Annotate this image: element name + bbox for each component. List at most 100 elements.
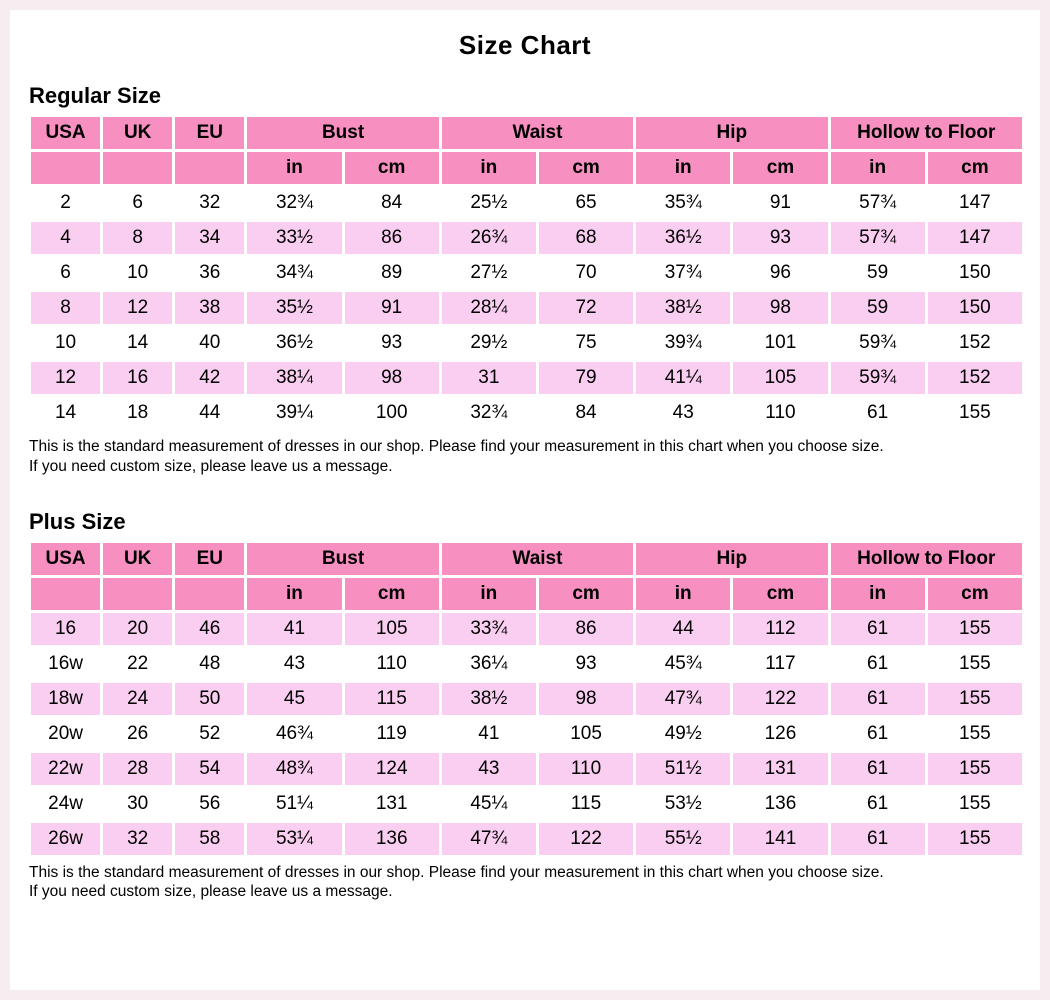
table-cell: 27½: [441, 257, 536, 289]
table-cell: 57¾: [830, 222, 925, 254]
plus-size-table-head: USA UK EU Bust Waist Hip Hollow to Floor in cm in…: [31, 542, 1022, 610]
table-row: 16w 22 48 43 110 36¼ 93 45¾ 117 61 155: [31, 647, 1022, 680]
table-cell: 122: [538, 822, 634, 855]
table-cell: 28¼: [441, 292, 536, 324]
table-cell: 155: [927, 717, 1022, 750]
table-cell: 45¼: [441, 787, 536, 820]
column-header: Bust: [247, 542, 439, 575]
table-cell: 150: [927, 257, 1022, 289]
table-cell: 31: [441, 362, 536, 394]
table-cell: 48¾: [247, 752, 342, 785]
table-cell: 61: [830, 822, 925, 855]
table-cell: 115: [538, 787, 634, 820]
table-row: 6 10 36 34¾ 89 27½ 70 37¾ 96 59 150: [31, 257, 1022, 289]
table-cell: 32: [175, 187, 245, 219]
table-cell: 29½: [441, 327, 536, 359]
unit-header: in: [830, 152, 925, 184]
table-cell: 46¾: [247, 717, 342, 750]
unit-header: cm: [733, 152, 828, 184]
column-header: EU: [175, 117, 245, 149]
table-cell: 147: [927, 222, 1022, 254]
unit-header: in: [441, 152, 536, 184]
header-row: USA UK EU Bust Waist Hip Hollow to Floor: [31, 117, 1022, 149]
table-cell: 56: [175, 787, 245, 820]
table-cell: 117: [733, 647, 828, 680]
table-cell: 59: [830, 257, 925, 289]
unit-header: in: [636, 152, 731, 184]
regular-size-table-head: USA UK EU Bust Waist Hip Hollow to Floor in cm in…: [31, 117, 1022, 184]
empty-header-cell: [175, 577, 245, 610]
table-cell: 32¾: [247, 187, 342, 219]
table-row: 2 6 32 32¾ 84 25½ 65 35¾ 91 57¾ 147: [31, 187, 1022, 219]
unit-header: in: [636, 577, 731, 610]
column-header: Waist: [441, 117, 634, 149]
empty-header-cell: [31, 577, 101, 610]
table-cell: 152: [927, 327, 1022, 359]
table-cell: 12: [103, 292, 173, 324]
table-cell: 155: [927, 397, 1022, 429]
table-cell: 24w: [31, 787, 101, 820]
empty-header-cell: [175, 152, 245, 184]
table-cell: 86: [344, 222, 439, 254]
table-row: 8 12 38 35½ 91 28¼ 72 38½ 98 59 150: [31, 292, 1022, 324]
empty-header-cell: [103, 152, 173, 184]
section-title-regular: Regular Size: [29, 83, 162, 108]
table-cell: 33¾: [441, 612, 536, 645]
table-cell: 98: [538, 682, 634, 715]
column-header: Bust: [247, 117, 439, 149]
table-cell: 141: [733, 822, 828, 855]
table-row: 12 16 42 38¼ 98 31 79 41¼ 105 59¾ 152: [31, 362, 1022, 394]
table-cell: 43: [636, 397, 731, 429]
table-cell: 46: [175, 612, 245, 645]
table-cell: 39¾: [636, 327, 731, 359]
column-header: USA: [31, 542, 101, 575]
table-row: 16 20 46 41 105 33¾ 86 44 112 61 155: [31, 612, 1022, 645]
table-cell: 14: [31, 397, 101, 429]
table-cell: 57¾: [830, 187, 925, 219]
table-cell: 41: [247, 612, 342, 645]
regular-size-table-body: 2 6 32 32¾ 84 25½ 65 35¾ 91 57¾ 147 4 8 34 33½ 86 26¾ 68 3…: [31, 187, 1022, 429]
table-cell: 86: [538, 612, 634, 645]
unit-header: in: [830, 577, 925, 610]
empty-header-cell: [31, 152, 101, 184]
table-cell: 30: [103, 787, 173, 820]
unit-header: cm: [927, 152, 1022, 184]
plus-size-table-body: 16 20 46 41 105 33¾ 86 44 112 61 155 16w 22 48 43 110 36…: [31, 612, 1022, 855]
column-header: Hip: [636, 117, 828, 149]
column-header: Hollow to Floor: [830, 117, 1022, 149]
table-cell: 51¼: [247, 787, 342, 820]
table-cell: 26: [103, 717, 173, 750]
table-cell: 96: [733, 257, 828, 289]
table-cell: 101: [733, 327, 828, 359]
table-cell: 45: [247, 682, 342, 715]
table-cell: 53½: [636, 787, 731, 820]
table-cell: 54: [175, 752, 245, 785]
table-cell: 110: [733, 397, 828, 429]
table-cell: 65: [538, 187, 634, 219]
table-cell: 37¾: [636, 257, 731, 289]
table-cell: 53¼: [247, 822, 342, 855]
table-cell: 72: [538, 292, 634, 324]
table-cell: 32¾: [441, 397, 536, 429]
table-cell: 38½: [441, 682, 536, 715]
table-cell: 2: [31, 187, 101, 219]
table-cell: 98: [344, 362, 439, 394]
table-cell: 124: [344, 752, 439, 785]
table-cell: 35¾: [636, 187, 731, 219]
table-cell: 16: [31, 612, 101, 645]
unit-header: cm: [344, 152, 439, 184]
table-cell: 131: [733, 752, 828, 785]
table-cell: 119: [344, 717, 439, 750]
table-cell: 84: [538, 397, 634, 429]
table-cell: 38½: [636, 292, 731, 324]
unit-header: cm: [733, 577, 828, 610]
table-cell: 55½: [636, 822, 731, 855]
table-row: 24w 30 56 51¼ 131 45¼ 115 53½ 136 61 155: [31, 787, 1022, 820]
unit-header: cm: [538, 152, 634, 184]
table-cell: 16w: [31, 647, 101, 680]
table-cell: 25½: [441, 187, 536, 219]
table-cell: 26¾: [441, 222, 536, 254]
unit-header: in: [247, 577, 342, 610]
table-cell: 38¼: [247, 362, 342, 394]
table-cell: 20: [103, 612, 173, 645]
